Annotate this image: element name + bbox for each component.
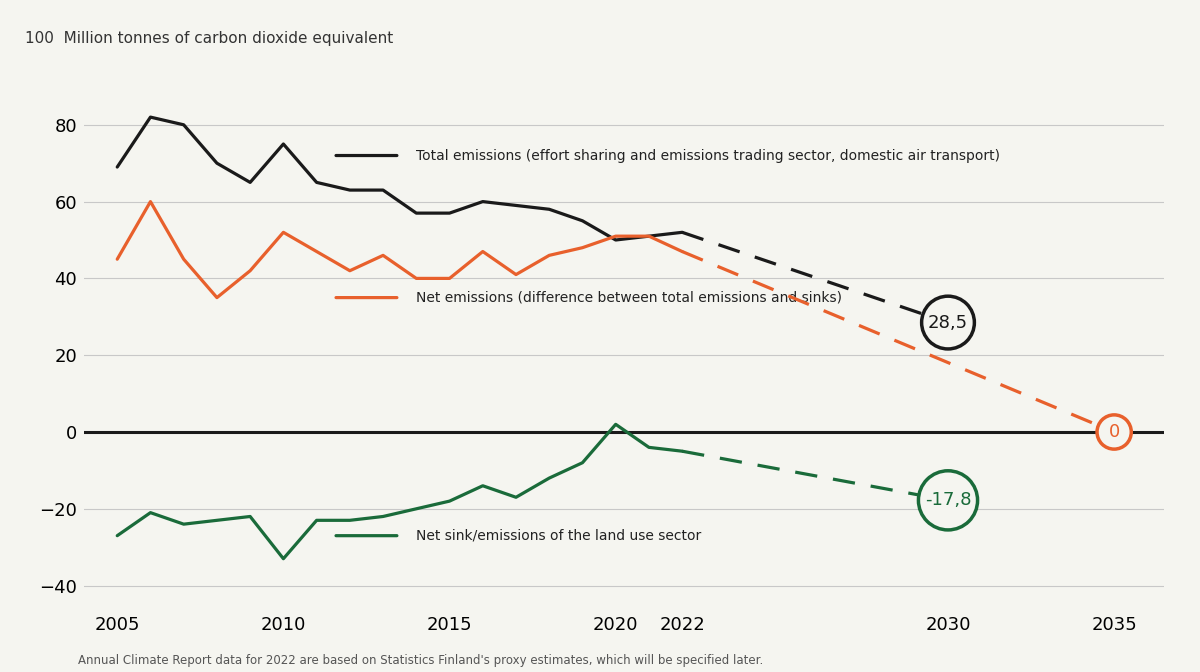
Text: Annual Climate Report data for 2022 are based on Statistics Finland's proxy esti: Annual Climate Report data for 2022 are …: [78, 654, 763, 667]
Text: 0: 0: [1109, 423, 1120, 441]
Text: Net emissions (difference between total emissions and sinks): Net emissions (difference between total …: [416, 290, 842, 304]
Text: 28,5: 28,5: [928, 314, 968, 331]
Text: 100  Million tonnes of carbon dioxide equivalent: 100 Million tonnes of carbon dioxide equ…: [25, 31, 392, 46]
Text: -17,8: -17,8: [925, 491, 971, 509]
Text: Net sink/emissions of the land use sector: Net sink/emissions of the land use secto…: [416, 529, 702, 543]
Text: Total emissions (effort sharing and emissions trading sector, domestic air trans: Total emissions (effort sharing and emis…: [416, 149, 1001, 163]
